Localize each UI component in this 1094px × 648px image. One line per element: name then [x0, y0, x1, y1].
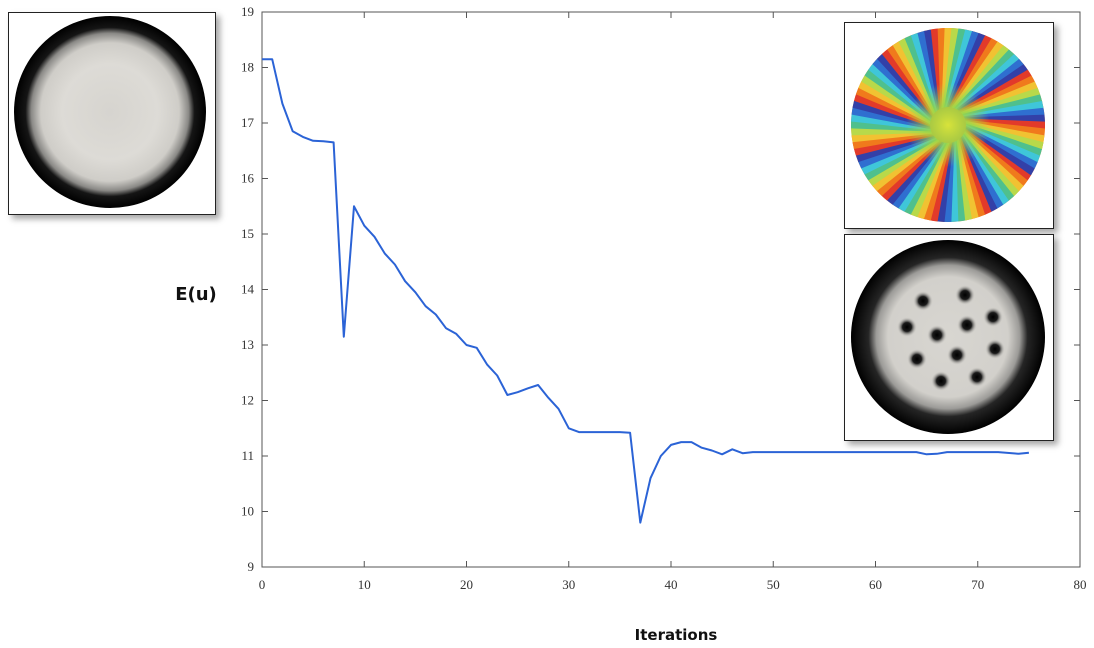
phase-band [851, 135, 935, 170]
inset-initial-state [8, 12, 216, 215]
y-tick-label: 17 [241, 115, 255, 130]
phase-band [965, 123, 1045, 166]
phase-band [851, 84, 931, 127]
phase-band [966, 124, 1045, 174]
phase-band [895, 28, 937, 113]
y-axis-label: E(u) [175, 284, 217, 305]
x-tick-label: 70 [971, 577, 984, 592]
phase-band [920, 28, 940, 110]
y-tick-label: 11 [241, 448, 254, 463]
phase-band [959, 137, 1001, 222]
y-tick-label: 18 [241, 60, 254, 75]
initial-state-disk-image [14, 16, 206, 208]
x-tick-label: 30 [562, 577, 575, 592]
phase-band [928, 28, 941, 110]
phase-band [949, 28, 1005, 108]
x-axis-label: Iterations [635, 626, 718, 644]
inset-final-state [844, 234, 1054, 441]
x-tick-label: 20 [460, 577, 473, 592]
y-tick-label: 14 [241, 282, 255, 297]
series-line-energy [262, 58, 1030, 524]
x-tick-label: 0 [259, 577, 266, 592]
phase-band [963, 105, 1045, 118]
vortex-dot [983, 307, 1003, 327]
phase-band [851, 133, 933, 153]
phase-band [851, 76, 930, 126]
phase-band [960, 72, 1045, 114]
phase-band [851, 126, 932, 137]
y-tick-label: 9 [248, 559, 255, 574]
y-tick-label: 19 [241, 4, 254, 19]
x-tick-label: 60 [869, 577, 882, 592]
phase-band [956, 140, 976, 222]
vortex-dot [927, 325, 947, 345]
inset-phase [844, 22, 1054, 229]
phase-band [911, 28, 939, 111]
phase-band [907, 142, 950, 222]
y-tick-label: 12 [241, 393, 254, 408]
phase-band [903, 28, 938, 112]
phase-disk-image [851, 28, 1045, 222]
phase-band [961, 80, 1045, 115]
vortex-dot [913, 291, 933, 311]
x-tick-label: 80 [1074, 577, 1087, 592]
vortex-dot [957, 315, 977, 335]
x-tick-label: 10 [358, 577, 371, 592]
phase-band [955, 140, 968, 222]
phase-band [891, 142, 947, 222]
y-tick-label: 13 [241, 337, 254, 352]
phase-band [949, 141, 960, 222]
chart-ticks: 0 10 20 30 40 50 60 70 80 9 10 11 12 13 14 15 16 17 18 19 [241, 4, 1087, 592]
vortex-dot [947, 345, 967, 365]
phase-band [851, 136, 936, 178]
vortex-dot [897, 317, 917, 337]
vortex-dot [967, 367, 987, 387]
phase-band [947, 28, 997, 107]
y-tick-label: 10 [241, 504, 254, 519]
phase-band [963, 97, 1045, 117]
phase-band [936, 28, 947, 109]
phase-band [899, 143, 949, 222]
vortex-dot [985, 339, 1005, 359]
phase-band [946, 28, 989, 108]
vortex-dot [955, 285, 975, 305]
y-tick-label: 16 [241, 171, 255, 186]
phase-band [851, 132, 933, 145]
phase-band [962, 88, 1045, 116]
phase-band [964, 113, 1045, 124]
phase-band [851, 68, 931, 124]
phase-band [965, 126, 1045, 182]
phase-band [851, 134, 934, 162]
phase-band [957, 139, 985, 222]
x-tick-label: 50 [767, 577, 780, 592]
vortex-dot [931, 371, 951, 391]
y-tick-label: 15 [241, 226, 254, 241]
x-tick-label: 40 [665, 577, 678, 592]
vortex-dot [907, 349, 927, 369]
phase-band [958, 138, 993, 222]
final-state-disk-image [851, 240, 1045, 434]
